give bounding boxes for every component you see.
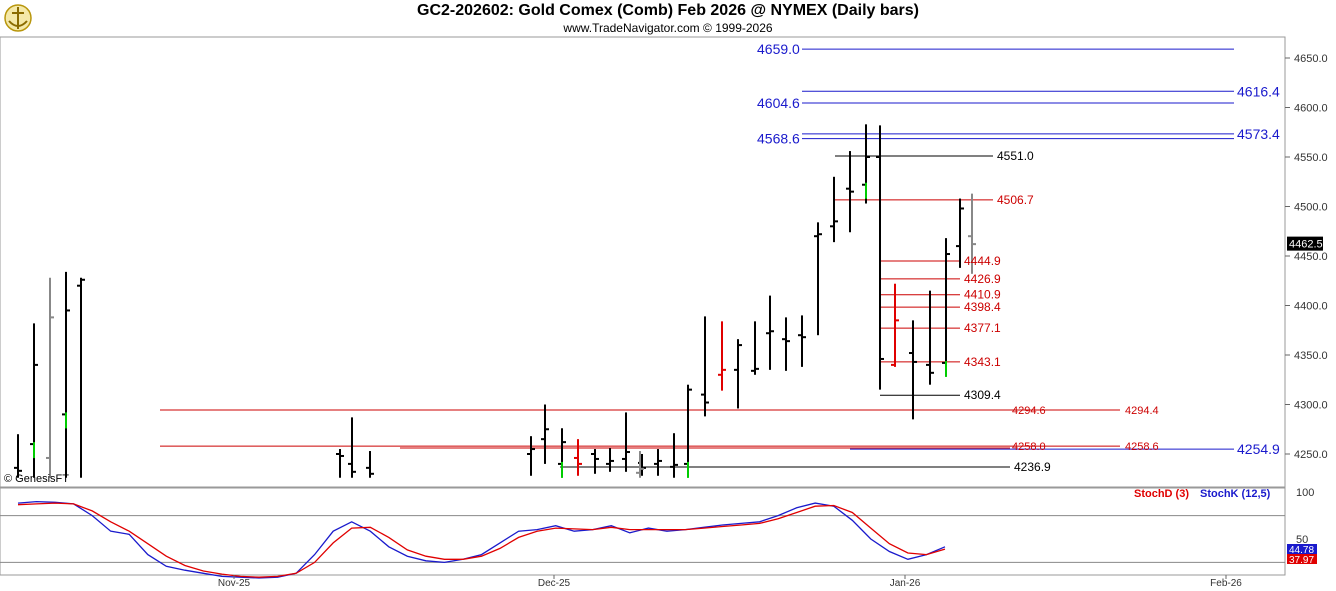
blue-level-label: 4573.4 <box>1237 126 1280 142</box>
short-level-label: 4444.9 <box>964 254 1001 268</box>
short-level-label: 4398.4 <box>964 300 1001 314</box>
stoch-tick-label: 100 <box>1296 487 1314 499</box>
date-axis: Nov-25 Dec-25 Jan-26 Feb-26 <box>218 575 1242 589</box>
long-level-label: 4258.0 <box>1012 441 1046 453</box>
chart-frames <box>0 37 1285 575</box>
price-tick-label: 4550.0 <box>1294 152 1328 164</box>
date-tick-label: Jan-26 <box>890 578 921 589</box>
chart-subtitle: www.TradeNavigator.com © 1999-2026 <box>0 21 1336 35</box>
long-level-label: 4294.4 <box>1125 405 1159 417</box>
price-tick-label: 4600.0 <box>1294 103 1328 115</box>
short-level-label: 4309.4 <box>964 388 1001 402</box>
stoch-d-value: 37.97 <box>1289 555 1314 566</box>
blue-level-label: 4659.0 <box>757 41 800 57</box>
long-level-label: 4258.6 <box>1125 441 1159 453</box>
short-level-label: 4343.1 <box>964 355 1001 369</box>
chart-title: GC2-202602: Gold Comex (Comb) Feb 2026 @… <box>0 2 1336 20</box>
long-level-label: 4294.6 <box>1012 405 1046 417</box>
blue-level-label: 4254.9 <box>1237 441 1280 457</box>
blue-level-label: 4568.6 <box>757 131 800 147</box>
short-level-label: 4426.9 <box>964 272 1001 286</box>
blue-level-label: 4616.4 <box>1237 83 1280 99</box>
last-price-label: 4462.5 <box>1289 239 1323 251</box>
price-tick-label: 4450.0 <box>1294 251 1328 263</box>
price-panel-frame <box>0 37 1285 487</box>
date-tick-label: Dec-25 <box>538 578 571 589</box>
stoch-k-legend: StochK (12,5) <box>1200 488 1270 500</box>
short-level-label: 4506.7 <box>997 193 1034 207</box>
price-tick-label: 4250.0 <box>1294 449 1328 461</box>
date-tick-label: Nov-25 <box>218 578 251 589</box>
short-level-label: 4236.9 <box>1014 460 1051 474</box>
date-tick-label: Feb-26 <box>1210 578 1242 589</box>
price-tick-label: 4650.0 <box>1294 53 1328 65</box>
short-level-label: 4377.1 <box>964 321 1001 335</box>
price-tick-label: 4350.0 <box>1294 350 1328 362</box>
price-tick-label: 4400.0 <box>1294 301 1328 313</box>
price-axis: 4650.0 4600.0 4550.0 4500.0 4450.0 4400.0 4350… <box>1285 53 1328 461</box>
price-tick-label: 4300.0 <box>1294 400 1328 412</box>
blue-level-label: 4604.6 <box>757 95 800 111</box>
copyright-label: © GenesisFT <box>4 473 69 485</box>
stoch-d-legend: StochD (3) <box>1134 488 1189 500</box>
short-level-label: 4551.0 <box>997 149 1034 163</box>
price-tick-label: 4500.0 <box>1294 202 1328 214</box>
